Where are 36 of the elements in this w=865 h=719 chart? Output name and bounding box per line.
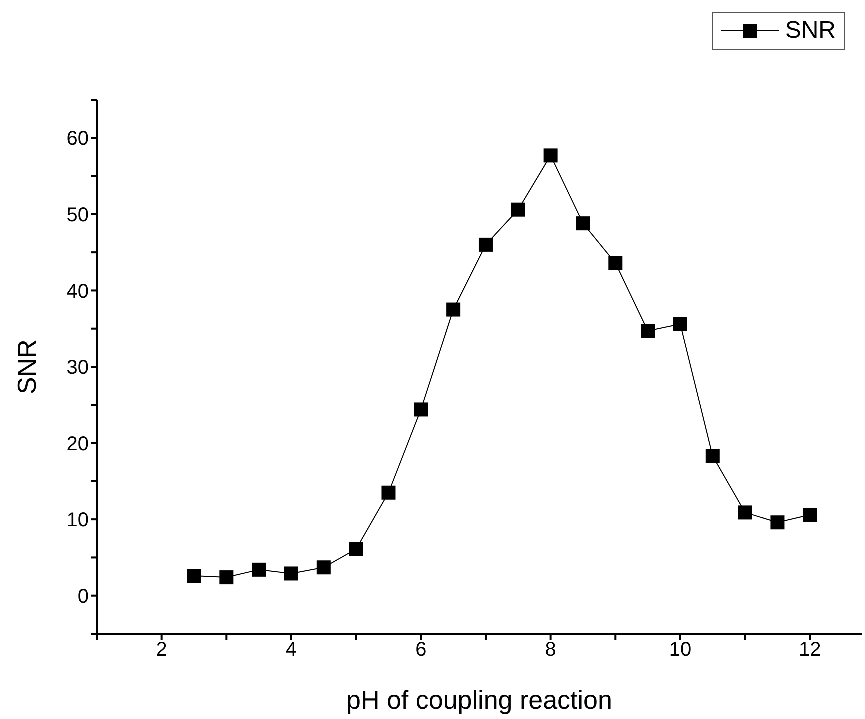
y-tick-label: 30 [66, 357, 89, 380]
x-tick-label: 4 [286, 639, 298, 662]
x-tick-label: 6 [416, 639, 427, 662]
point [382, 486, 396, 500]
point [576, 216, 590, 231]
y-tick-label: 60 [66, 128, 89, 150]
point [706, 449, 720, 464]
x-tick-label: 2 [156, 639, 168, 662]
x-tick-label: 12 [799, 639, 822, 662]
point [608, 256, 623, 270]
point [414, 402, 428, 417]
point [803, 508, 818, 522]
x-axis-title: pH of coupling reaction [346, 685, 612, 715]
y-tick-label: 20 [66, 433, 89, 456]
point [316, 560, 331, 575]
point [220, 570, 234, 585]
point [641, 324, 656, 338]
point [544, 148, 558, 163]
point [673, 317, 688, 332]
point [511, 202, 526, 217]
x-tick-label: 8 [545, 639, 556, 662]
point [478, 238, 493, 252]
point [349, 542, 364, 556]
point [446, 302, 461, 317]
point [252, 562, 266, 577]
legend-label: SNR [785, 17, 836, 45]
point [187, 569, 202, 584]
y-tick-label: 10 [66, 510, 89, 532]
y-tick-label: 0 [78, 586, 89, 608]
point [738, 506, 752, 520]
x-tick-label: 10 [669, 639, 692, 662]
y-axis-title: SNR [12, 340, 42, 394]
point [284, 566, 298, 581]
point [770, 516, 785, 530]
y-tick-label: 50 [66, 204, 89, 227]
y-tick-label: 40 [66, 280, 89, 303]
